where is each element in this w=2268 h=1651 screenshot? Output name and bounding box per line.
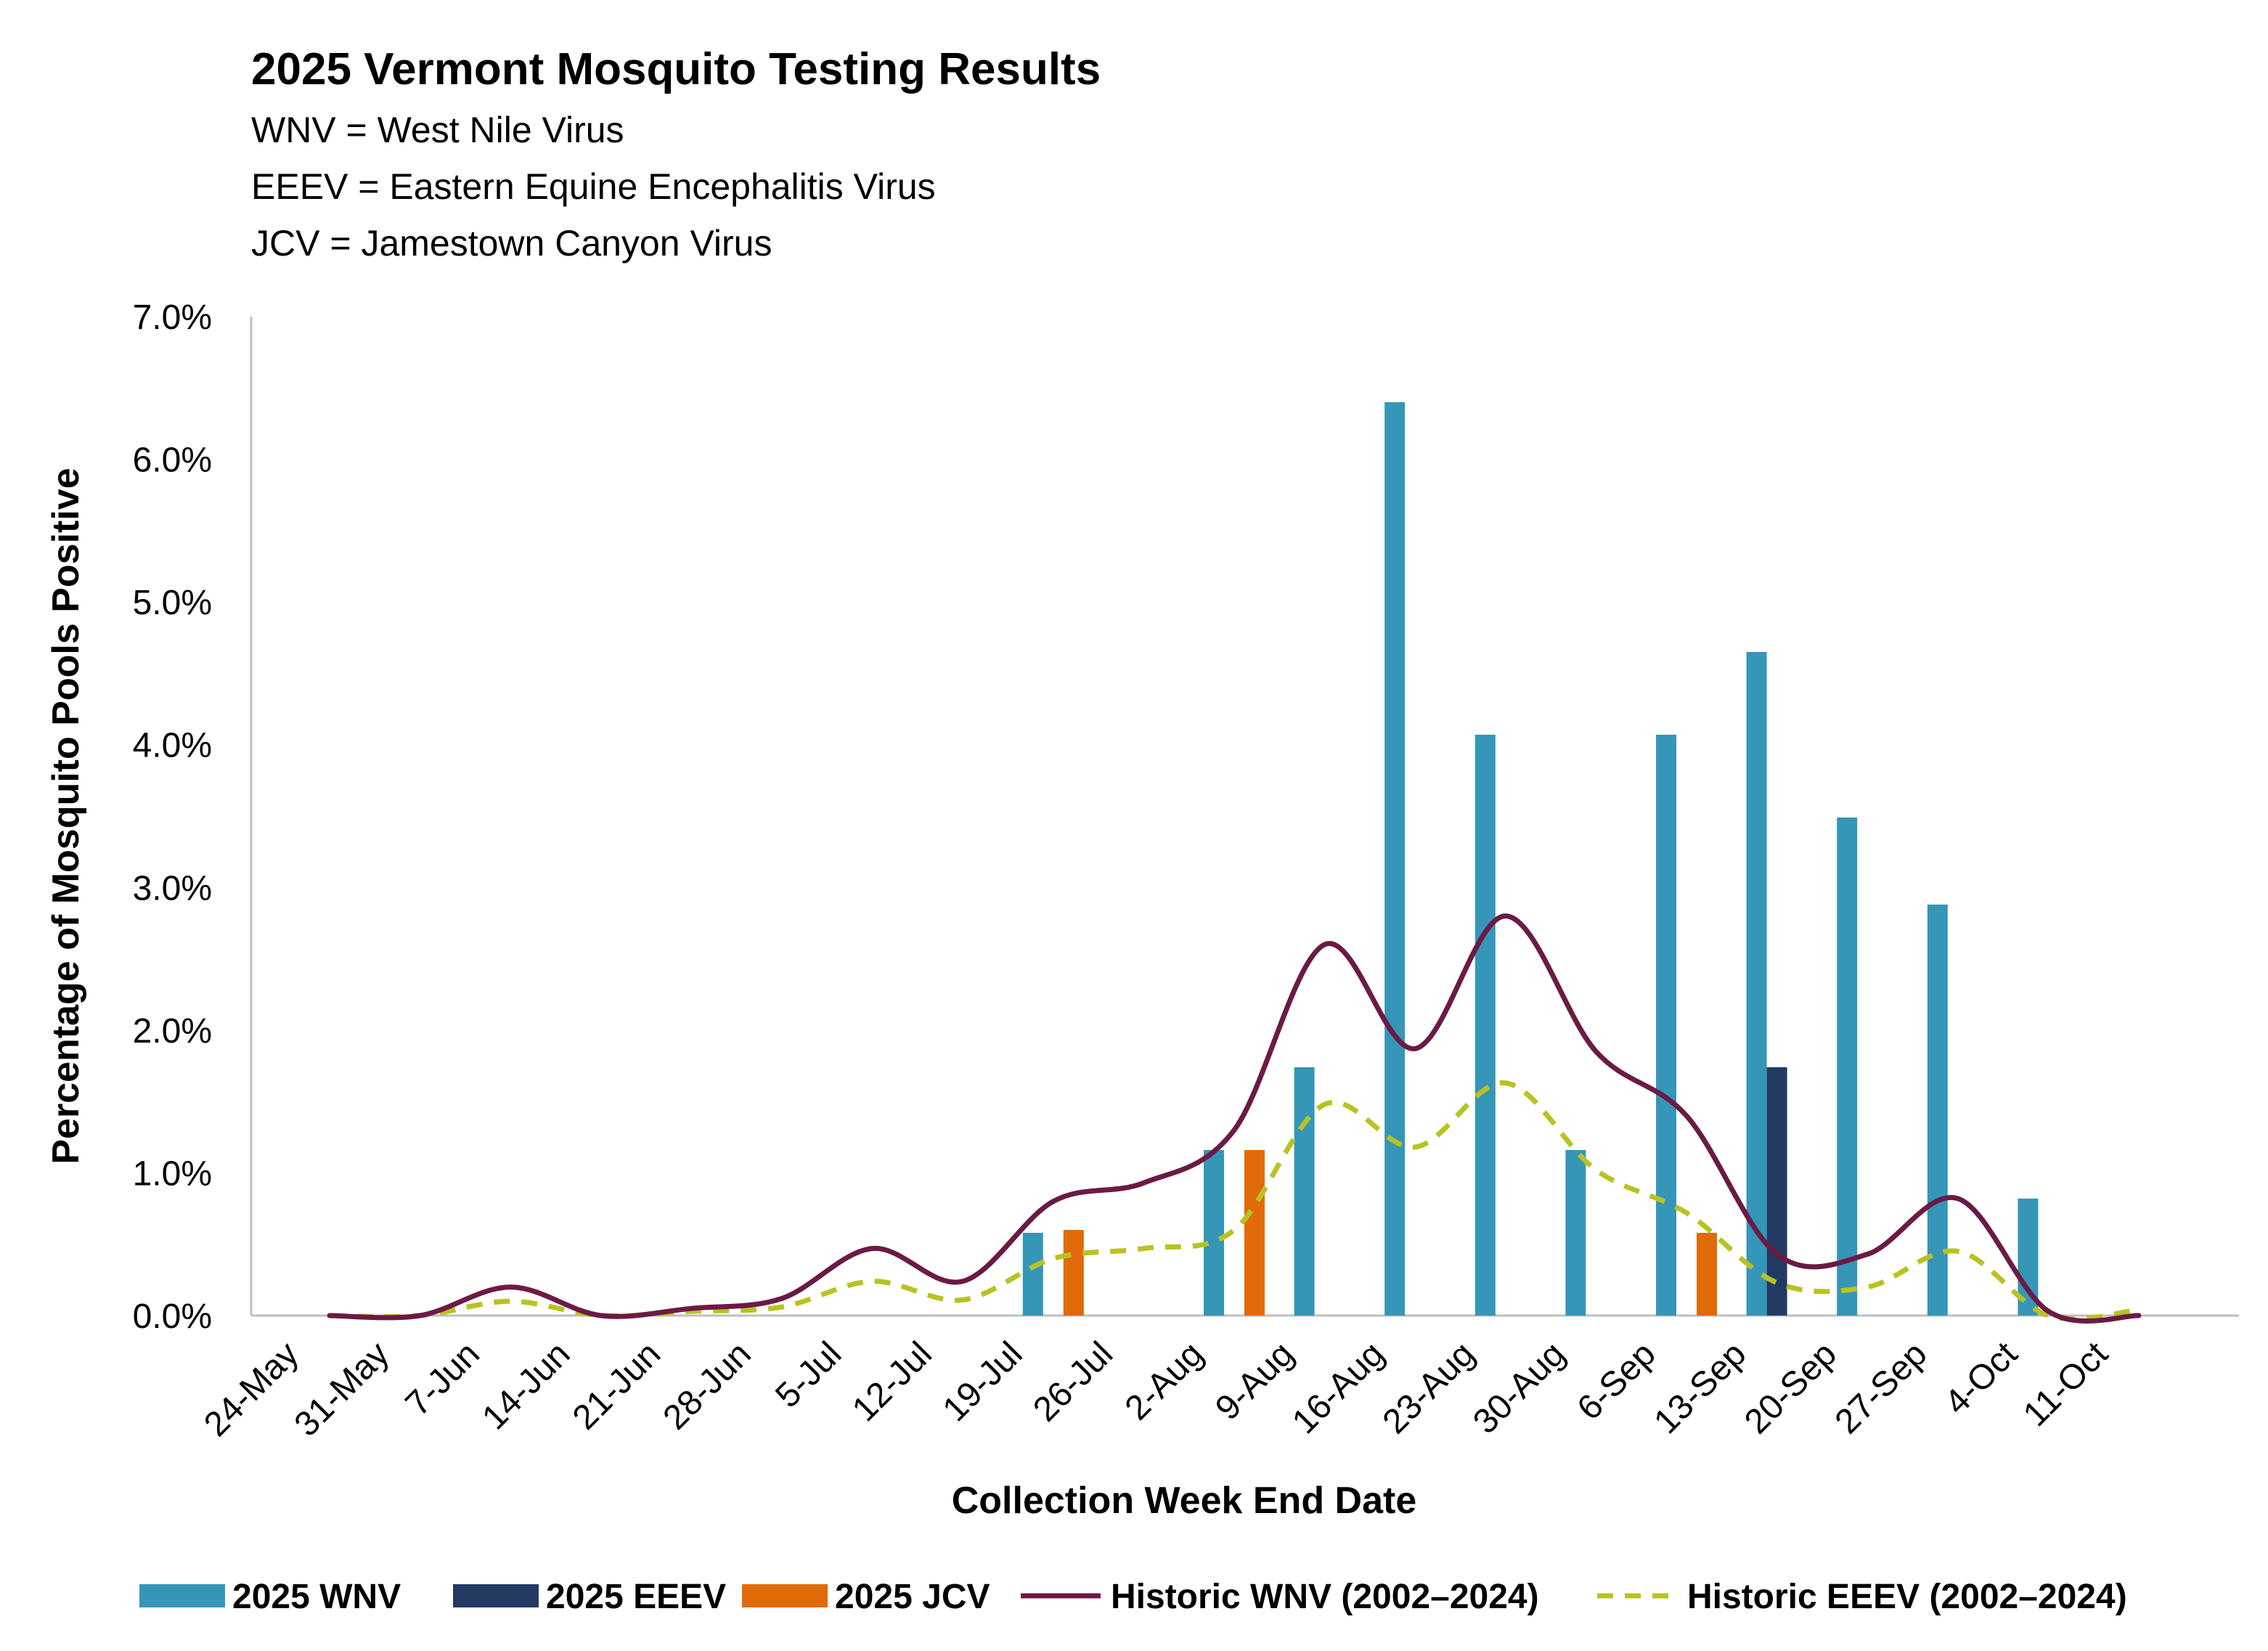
x-tick-label: 28-Jun — [656, 1334, 759, 1437]
line-historic-eeev-2002-2024 — [329, 1080, 2139, 1322]
legend-swatch-2025-wnv — [139, 1584, 225, 1607]
x-tick-label: 4-Oct — [1938, 1334, 2025, 1422]
y-tick-label: 0.0% — [133, 1297, 212, 1336]
x-axis-title: Collection Week End Date — [952, 1480, 1417, 1522]
x-tick-label: 16-Aug — [1285, 1334, 1392, 1441]
legend-label-historic-wnv-2002-2024: Historic WNV (2002–2024) — [1111, 1578, 1539, 1616]
x-tick-label: 5-Jul — [768, 1334, 849, 1415]
chart-subtitle-wnv: WNV = West Nile Virus — [251, 110, 624, 150]
x-tick-label: 12-Jul — [845, 1334, 939, 1429]
y-axis-ticks: 0.0% 1.0% 2.0% 3.0% 4.0% 5.0% 6.0% 7.0% — [133, 298, 212, 1336]
chart-subtitle-jcv: JCV = Jamestown Canyon Virus — [251, 223, 772, 264]
legend-label-2025-wnv: 2025 WNV — [232, 1578, 401, 1616]
bar-2025-wnv — [1837, 817, 1858, 1316]
y-tick-label: 2.0% — [133, 1012, 212, 1051]
x-tick-label: 21-Jun — [566, 1334, 668, 1437]
legend-label-historic-eeev-2002-2024: Historic EEEV (2002–2024) — [1687, 1578, 2127, 1616]
y-tick-label: 6.0% — [133, 441, 212, 480]
legend: 2025 WNV 2025 EEEV 2025 JCV Historic WNV (2… — [139, 1578, 2127, 1616]
bar-2025-jcv — [1697, 1232, 1717, 1316]
chart-title: 2025 Vermont Mosquito Testing Results — [251, 44, 1101, 94]
x-tick-label: 24-May — [197, 1334, 306, 1444]
x-tick-label: 14-Jun — [475, 1334, 577, 1437]
x-tick-label: 30-Aug — [1466, 1334, 1572, 1441]
x-tick-label: 31-May — [287, 1334, 397, 1444]
y-tick-label: 3.0% — [133, 869, 212, 908]
y-tick-label: 1.0% — [133, 1154, 212, 1193]
x-tick-label: 23-Aug — [1376, 1334, 1482, 1441]
bar-2025-wnv — [1565, 1149, 1586, 1316]
bar-2025-wnv — [1384, 401, 1406, 1316]
bar-2025-eeev — [1766, 1067, 1787, 1316]
bar-2025-wnv — [1746, 651, 1767, 1316]
x-tick-label: 19-Jul — [936, 1334, 1030, 1429]
x-tick-label: 20-Sep — [1737, 1334, 1844, 1441]
legend-label-2025-jcv: 2025 JCV — [835, 1578, 990, 1616]
bar-2025-wnv — [1656, 734, 1676, 1316]
bar-2025-wnv — [1022, 1232, 1043, 1316]
chart-subtitle-eeev: EEEV = Eastern Equine Encephalitis Virus — [251, 166, 936, 207]
legend-swatch-2025-jcv — [742, 1584, 828, 1607]
legend-swatch-2025-eeev — [453, 1584, 539, 1607]
y-tick-label: 7.0% — [133, 298, 212, 337]
x-tick-label: 2-Aug — [1118, 1334, 1211, 1427]
y-tick-label: 4.0% — [133, 727, 212, 765]
line-series-group — [327, 913, 2142, 1324]
bar-2025-wnv — [1294, 1067, 1315, 1316]
x-tick-label: 11-Oct — [2016, 1334, 2116, 1434]
y-tick-label: 5.0% — [133, 584, 212, 622]
bar-2025-wnv — [1927, 904, 1948, 1316]
legend-label-2025-eeev: 2025 EEEV — [546, 1578, 726, 1616]
bar-series-group — [1022, 401, 2039, 1316]
bar-2025-jcv — [1244, 1149, 1265, 1316]
bar-2025-jcv — [1063, 1230, 1084, 1316]
line-historic-wnv-2002-2024 — [327, 913, 2142, 1324]
bar-2025-wnv — [1204, 1149, 1224, 1316]
x-tick-label: 7-Jun — [399, 1334, 487, 1423]
x-tick-label: 26-Jul — [1026, 1334, 1120, 1429]
bar-2025-wnv — [1474, 734, 1496, 1316]
y-axis-title: Percentage of Mosquito Pools Positive — [45, 468, 87, 1164]
x-tick-label: 13-Sep — [1647, 1334, 1753, 1441]
x-tick-label: 27-Sep — [1828, 1334, 1935, 1441]
